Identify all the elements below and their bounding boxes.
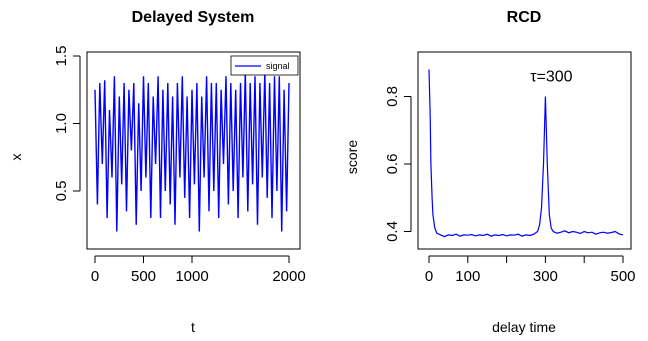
right-y-tick-label: 0.8	[384, 86, 401, 107]
right-y-tick-label: 0.6	[384, 154, 401, 175]
legend-entry-signal: signal	[266, 61, 290, 71]
left-chart-title: Delayed System	[132, 9, 255, 26]
right-x-tick-label: 100	[455, 268, 480, 285]
left-y-tick-label: 1.5	[53, 46, 70, 67]
left-y-tick-label: 1.0	[53, 113, 70, 134]
left-y-ticks: 0.5 1.0 1.5	[53, 46, 81, 202]
left-x-tick-label: 500	[131, 268, 156, 285]
right-x-tick-label: 0	[425, 268, 433, 285]
rcd-score-line	[428, 69, 624, 238]
tau-annotation: τ=300	[530, 68, 572, 85]
legend-box	[230, 55, 299, 76]
right-y-ticks: 0.4 0.6 0.8	[384, 86, 412, 242]
right-y-axis-label: score	[344, 140, 360, 174]
right-x-tick-label: 300	[533, 268, 558, 285]
left-panel: Delayed System 0 500 1000 2000 0.5 1.0 1.5 si…	[8, 9, 306, 335]
left-x-tick-label: 1000	[175, 268, 208, 285]
left-y-tick-label: 0.5	[53, 181, 70, 202]
right-y-tick-label: 0.4	[384, 221, 401, 242]
right-chart-title: RCD	[507, 9, 542, 26]
left-x-tick-label: 0	[91, 268, 99, 285]
right-x-axis-label: delay time	[492, 319, 556, 335]
right-x-tick-label: 500	[610, 268, 635, 285]
left-x-ticks: 0 500 1000 2000	[91, 255, 306, 285]
left-legend: signal	[230, 55, 299, 76]
left-x-tick-label: 2000	[272, 268, 305, 285]
left-x-axis-label: t	[191, 319, 195, 335]
left-plot-frame	[86, 51, 301, 250]
right-plot-frame	[417, 51, 632, 250]
left-y-axis-label: x	[8, 154, 24, 161]
right-x-ticks: 0 100 300 500	[425, 255, 636, 285]
right-panel: RCD 0 100 300 500 0.4 0.6 0.8 τ=300 delay tim…	[344, 9, 636, 335]
signal-series-line	[94, 72, 290, 232]
